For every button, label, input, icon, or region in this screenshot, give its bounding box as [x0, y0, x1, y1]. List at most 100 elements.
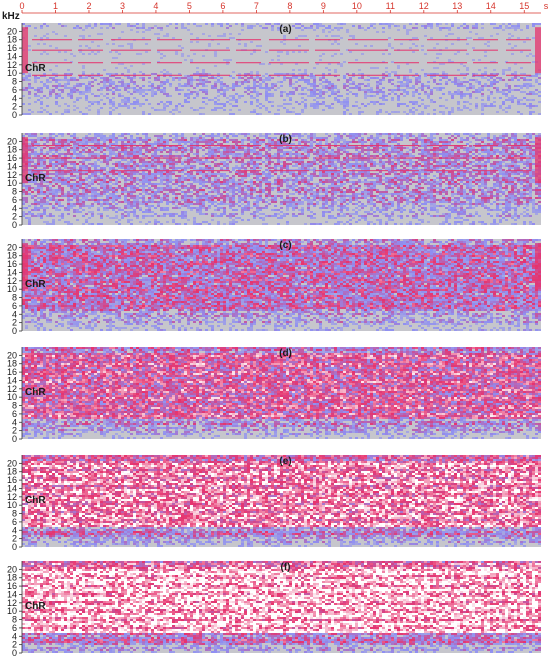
spectrogram-cell	[457, 171, 460, 173]
spectrogram-cell	[157, 103, 160, 105]
spectrogram-cell	[511, 27, 514, 29]
spectrogram-cell	[379, 141, 382, 143]
spectrogram-cell	[127, 101, 130, 103]
spectrogram-cell	[85, 173, 88, 175]
spectrogram-cell	[388, 161, 391, 163]
spectrogram-cell	[454, 161, 457, 163]
spectrogram-cell	[517, 167, 520, 169]
spectrogram-cell	[169, 153, 172, 155]
spectrogram-cell	[487, 99, 490, 101]
spectrogram-cell	[196, 155, 199, 157]
spectrogram-cell	[49, 149, 52, 151]
spectrogram-cell	[115, 23, 118, 25]
spectrogram-cell	[52, 143, 55, 145]
spectrogram-cell	[394, 151, 397, 153]
spectrogram-cell	[466, 179, 469, 181]
spectrogram-cell	[370, 135, 373, 137]
spectrogram-cell	[124, 87, 127, 89]
spectrogram-cell	[289, 173, 292, 175]
spectrogram-cell	[223, 83, 226, 85]
spectrogram-cell	[505, 133, 508, 135]
spectrogram-cell	[502, 103, 505, 105]
spectrogram-cell	[346, 101, 349, 103]
spectrogram-cell	[34, 155, 37, 157]
spectrogram-cell	[343, 113, 346, 115]
spectrogram-cell	[352, 75, 355, 77]
spectrogram-cell	[154, 179, 157, 181]
spectrogram-cell	[223, 141, 226, 143]
spectrogram-cell	[274, 165, 277, 167]
spectrogram-cell	[178, 143, 181, 145]
spectrogram-cell	[82, 173, 85, 175]
spectrogram-cell	[157, 61, 160, 63]
spectrogram-cell	[415, 83, 418, 85]
spectrogram-cell	[292, 171, 295, 173]
spectrogram-cell	[484, 71, 487, 73]
spectrogram-cell	[256, 167, 259, 169]
spectrogram-cell	[310, 165, 313, 167]
spectrogram-cell	[340, 101, 343, 103]
spectrogram-cell	[220, 77, 223, 79]
spectrogram-cell	[136, 23, 139, 25]
spectrogram-cell	[304, 169, 307, 171]
spectrogram-cell	[238, 153, 241, 155]
spectrogram-cell	[46, 33, 49, 35]
spectrogram-cell	[403, 177, 406, 179]
spectrogram-cell	[142, 177, 145, 179]
spectrogram-cell	[475, 97, 478, 99]
spectrogram-cell	[463, 171, 466, 173]
spectrogram-cell	[382, 27, 385, 29]
spectrogram-cell	[142, 159, 145, 161]
spectrogram-cell	[79, 179, 82, 181]
spectrogram-cell	[445, 83, 448, 85]
spectrogram-cell	[388, 23, 391, 25]
spectrogram-cell	[319, 59, 322, 61]
spectrogram-cell	[235, 171, 238, 173]
spectrogram-cell	[187, 179, 190, 181]
spectrogram-cell	[403, 77, 406, 79]
spectrogram-cell	[235, 101, 238, 103]
spectrogram-cell	[88, 159, 91, 161]
spectrogram-cell	[295, 151, 298, 153]
spectrogram-cell	[457, 167, 460, 169]
spectrogram-cell	[439, 163, 442, 165]
spectrogram-cell	[349, 77, 352, 79]
spectrogram-cell	[256, 85, 259, 87]
spectrogram-cell	[43, 165, 46, 167]
spectrogram-cell	[388, 53, 391, 55]
spectrogram-cell	[322, 25, 325, 27]
spectrogram-cell	[178, 149, 181, 151]
spectrogram-cell	[427, 97, 430, 99]
spectrogram-cell	[370, 23, 373, 25]
spectrogram-cell	[268, 95, 271, 97]
spectrogram-cell	[346, 155, 349, 157]
spectrogram-cell	[457, 165, 460, 167]
spectrogram-cell	[76, 163, 79, 165]
spectrogram-cell	[424, 105, 427, 107]
spectrogram-cell	[232, 169, 235, 171]
spectrogram-cell	[508, 37, 511, 39]
spectrogram-cell	[244, 175, 247, 177]
spectrogram-cell	[391, 155, 394, 157]
spectrogram-cell	[301, 79, 304, 81]
spectrogram-cell	[220, 85, 223, 87]
spectrogram-cell	[382, 23, 385, 25]
spectrogram-cell	[244, 173, 247, 175]
spectrogram-cell	[250, 95, 253, 97]
spectrogram-cell	[154, 151, 157, 153]
spectrogram-cell	[319, 169, 322, 171]
spectrogram-cell	[121, 99, 124, 101]
spectrogram-cell	[424, 151, 427, 153]
spectrogram-cell	[262, 141, 265, 143]
spectrogram-cell	[472, 169, 475, 171]
spectrogram-cell	[376, 175, 379, 177]
spectrogram-cell	[226, 167, 229, 169]
spectrogram-cell	[262, 173, 265, 175]
spectrogram-cell	[151, 87, 154, 89]
spectrogram-cell	[193, 139, 196, 141]
spectrogram-cell	[235, 165, 238, 167]
spectrogram-cell	[160, 163, 163, 165]
spectrogram-cell	[343, 177, 346, 179]
spectrogram-cell	[205, 75, 208, 77]
spectrogram-cell	[496, 177, 499, 179]
